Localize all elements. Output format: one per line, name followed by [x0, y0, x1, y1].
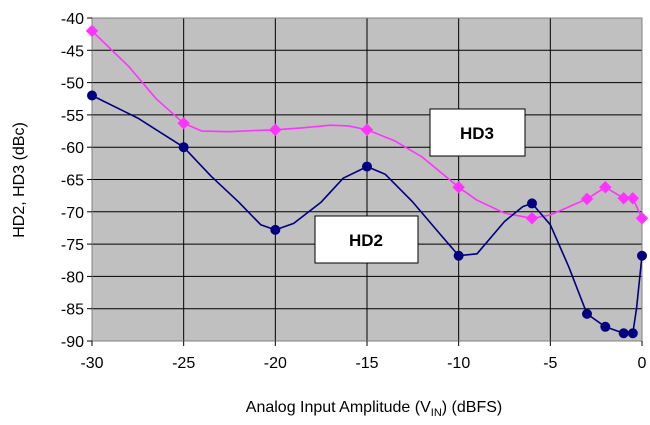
hd3-point — [360, 123, 374, 136]
hd3-point — [580, 192, 594, 206]
y-axis-ticks: -40 -45 -50 -55 -60 -65 -70 -75 -80 -85 -90 — [61, 11, 92, 351]
hd2-point — [600, 321, 611, 332]
hd2-point — [270, 224, 281, 235]
y-tick-label: -70 — [61, 205, 84, 222]
x-axis-title-main: Analog Input Amplitude (V — [246, 399, 431, 416]
hd2-series — [87, 90, 647, 339]
y-tick-label: -55 — [61, 108, 84, 125]
hd2-annotation-box — [314, 215, 419, 264]
y-tick-label: -50 — [61, 76, 84, 93]
y-tick-label: -65 — [61, 173, 84, 190]
hd3-annotation-label: HD3 — [460, 124, 494, 143]
y-axis-title: HD2, HD3 (dBc) — [11, 122, 28, 238]
hd3-point — [269, 123, 282, 136]
series-layer — [85, 24, 649, 339]
x-tick-label: 0 — [638, 355, 647, 372]
hd2-point — [362, 161, 372, 172]
x-tick-label: -10 — [447, 355, 470, 372]
hd2-point — [582, 308, 592, 319]
x-axis-ticks: -30 -25 -20 -15 -10 -5 0 — [80, 341, 647, 372]
x-axis-title-tail: ) (dBFS) — [442, 399, 502, 416]
hd3-point — [599, 181, 612, 194]
hd2-point — [618, 328, 629, 339]
y-tick-label: -90 — [61, 334, 84, 351]
hd3-annotation: HD3 — [429, 108, 526, 157]
hd2-annotation-label: HD2 — [349, 231, 383, 250]
hd3-point — [635, 212, 649, 225]
hd3-point — [525, 212, 539, 225]
y-tick-label: -45 — [61, 43, 84, 60]
hd2-point — [87, 90, 97, 101]
x-tick-label: -5 — [543, 355, 557, 372]
hd3-point — [626, 192, 640, 205]
hd2-point — [453, 250, 464, 261]
x-axis-title-subscript: IN — [431, 407, 442, 419]
hd3-annotation-box — [429, 108, 526, 157]
hd2-point — [627, 328, 638, 339]
hd3-point — [85, 24, 99, 38]
y-tick-label: -80 — [61, 269, 84, 286]
hd2-annotation: HD2 — [314, 215, 419, 264]
hd3-point — [617, 192, 630, 205]
x-axis-title: Analog Input Amplitude (VIN) (dBFS) — [246, 399, 502, 419]
x-tick-label: -20 — [264, 355, 287, 372]
hd3-point — [177, 117, 190, 130]
y-tick-label: -75 — [61, 237, 84, 254]
hd3-series — [85, 24, 649, 225]
x-tick-label: -25 — [172, 355, 195, 372]
y-tick-label: -40 — [61, 11, 84, 28]
hd2-line — [91, 94, 643, 334]
y-tick-label: -85 — [61, 302, 84, 319]
grid-lines — [92, 18, 642, 341]
hd2-point — [637, 250, 647, 261]
y-tick-label: -60 — [61, 140, 84, 157]
hd2-point — [527, 198, 537, 209]
hd3-point — [452, 181, 465, 194]
x-tick-label: -15 — [355, 355, 378, 372]
hd2-point — [178, 142, 189, 153]
x-tick-label: -30 — [80, 355, 103, 372]
